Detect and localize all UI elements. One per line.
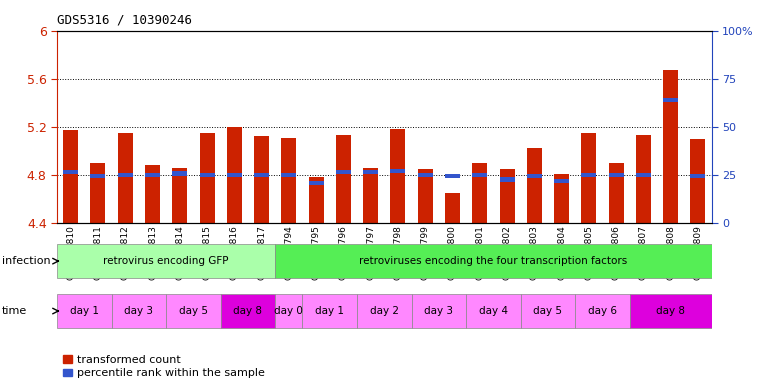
Text: GDS5316 / 10390246: GDS5316 / 10390246 bbox=[57, 14, 192, 27]
Bar bbox=[166, 294, 221, 328]
Bar bbox=[390, 169, 406, 173]
Bar bbox=[227, 173, 242, 177]
Text: day 2: day 2 bbox=[370, 306, 399, 316]
Bar bbox=[418, 169, 433, 223]
Text: day 6: day 6 bbox=[588, 306, 617, 316]
Text: day 5: day 5 bbox=[179, 306, 208, 316]
Bar bbox=[690, 139, 705, 223]
Bar bbox=[112, 294, 166, 328]
Bar bbox=[275, 294, 303, 328]
Bar bbox=[418, 173, 433, 177]
Bar bbox=[445, 193, 460, 223]
Bar bbox=[91, 174, 106, 178]
Bar bbox=[630, 294, 712, 328]
Bar bbox=[609, 163, 623, 223]
Bar bbox=[609, 173, 623, 177]
Bar bbox=[199, 133, 215, 223]
Bar bbox=[309, 181, 323, 185]
Text: day 0: day 0 bbox=[275, 306, 304, 316]
Bar bbox=[527, 148, 542, 223]
Bar bbox=[554, 179, 569, 183]
Bar bbox=[363, 167, 378, 223]
Text: day 8: day 8 bbox=[234, 306, 263, 316]
Bar bbox=[663, 70, 678, 223]
Bar bbox=[172, 167, 187, 223]
Bar bbox=[57, 294, 112, 328]
Bar bbox=[118, 133, 132, 223]
Bar bbox=[282, 173, 296, 177]
Bar bbox=[575, 294, 630, 328]
Text: time: time bbox=[2, 306, 27, 316]
Bar bbox=[145, 173, 160, 177]
Bar bbox=[336, 135, 351, 223]
Bar bbox=[63, 130, 78, 223]
Text: day 3: day 3 bbox=[124, 306, 154, 316]
Bar bbox=[254, 136, 269, 223]
Bar bbox=[57, 244, 275, 278]
Bar bbox=[466, 294, 521, 328]
Bar bbox=[663, 98, 678, 103]
Text: day 5: day 5 bbox=[533, 306, 562, 316]
Bar bbox=[172, 171, 187, 175]
Text: day 8: day 8 bbox=[656, 306, 685, 316]
Text: day 1: day 1 bbox=[70, 306, 99, 316]
Bar bbox=[473, 173, 487, 177]
Text: retroviruses encoding the four transcription factors: retroviruses encoding the four transcrip… bbox=[359, 256, 628, 266]
Bar bbox=[581, 173, 597, 177]
Bar bbox=[118, 173, 132, 177]
Bar bbox=[499, 177, 514, 182]
Bar bbox=[690, 174, 705, 178]
Bar bbox=[199, 173, 215, 177]
Bar bbox=[554, 174, 569, 223]
Bar bbox=[227, 127, 242, 223]
Bar bbox=[636, 173, 651, 177]
Bar bbox=[91, 163, 106, 223]
Bar bbox=[581, 133, 597, 223]
Bar bbox=[63, 170, 78, 174]
Bar bbox=[636, 135, 651, 223]
Bar bbox=[221, 294, 275, 328]
Legend: transformed count, percentile rank within the sample: transformed count, percentile rank withi… bbox=[62, 355, 265, 379]
Bar bbox=[303, 294, 357, 328]
Bar bbox=[357, 294, 412, 328]
Text: day 3: day 3 bbox=[425, 306, 454, 316]
Bar bbox=[254, 173, 269, 177]
Bar bbox=[363, 170, 378, 174]
Bar bbox=[145, 165, 160, 223]
Bar bbox=[499, 169, 514, 223]
Bar bbox=[521, 294, 575, 328]
Bar bbox=[336, 170, 351, 174]
Text: day 4: day 4 bbox=[479, 306, 508, 316]
Text: day 1: day 1 bbox=[315, 306, 344, 316]
Bar bbox=[445, 174, 460, 178]
Text: infection: infection bbox=[2, 256, 50, 266]
Bar bbox=[282, 137, 296, 223]
Text: retrovirus encoding GFP: retrovirus encoding GFP bbox=[103, 256, 229, 266]
Bar bbox=[309, 177, 323, 223]
Bar bbox=[527, 174, 542, 178]
Bar bbox=[275, 244, 712, 278]
Bar bbox=[390, 129, 406, 223]
Bar bbox=[412, 294, 466, 328]
Bar bbox=[473, 163, 487, 223]
